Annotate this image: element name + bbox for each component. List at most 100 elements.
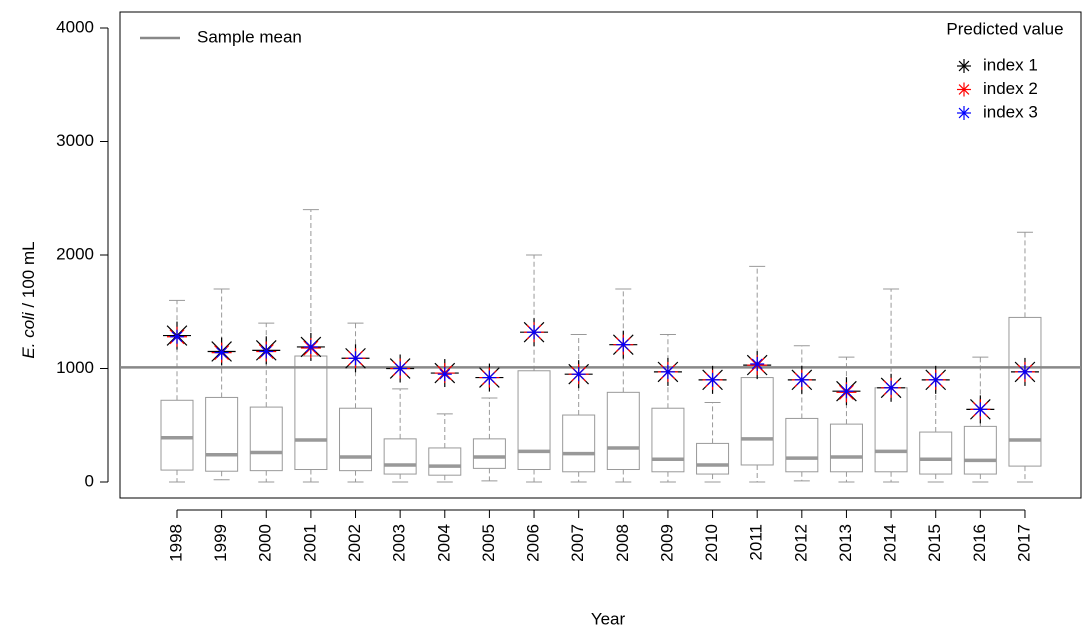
star-stroke: [958, 107, 970, 119]
predicted-point: [170, 329, 184, 344]
box: [606, 391, 640, 471]
star-stroke: [930, 374, 942, 386]
y-label-italic: E. coli: [19, 311, 38, 359]
x-tick-label: 2004: [434, 524, 453, 562]
box: [294, 355, 328, 471]
x-tick-label: 2015: [925, 524, 944, 562]
box: [472, 438, 506, 469]
y-tick-label: 3000: [56, 131, 94, 150]
predicted-point: [393, 361, 408, 376]
star-stroke: [260, 346, 272, 357]
x-tick-label: 2012: [791, 524, 810, 562]
predicted-point: [482, 370, 497, 385]
box: [339, 407, 373, 472]
legend-label: index 1: [983, 55, 1038, 74]
star-stroke: [1019, 366, 1031, 378]
star-stroke: [394, 363, 406, 374]
predicted-point: [839, 384, 854, 399]
predicted-point: [214, 345, 229, 360]
y-tick-label: 1000: [56, 358, 94, 377]
star-stroke: [958, 84, 970, 95]
predicted-point: [973, 402, 988, 417]
predicted-point: [705, 372, 720, 387]
star-stroke: [662, 366, 674, 378]
x-tick-label: 1998: [166, 524, 185, 562]
star-stroke: [885, 382, 897, 394]
x-tick-label: 2001: [300, 524, 319, 562]
x-tick-label: 2010: [702, 524, 721, 562]
box: [562, 414, 596, 473]
box: [428, 447, 462, 476]
box: [1008, 316, 1042, 467]
star-stroke: [796, 374, 808, 386]
star-stroke: [171, 331, 183, 343]
x-tick-label: 2006: [524, 524, 543, 562]
x-tick-label: 2014: [881, 524, 900, 562]
box: [919, 431, 953, 475]
predicted-point: [259, 344, 274, 359]
star-stroke: [707, 374, 718, 386]
x-tick-label: 2000: [256, 524, 275, 562]
box: [205, 396, 239, 472]
box: [829, 423, 863, 473]
legend-title: Predicted value: [946, 19, 1063, 38]
x-tick-label: 2002: [345, 524, 364, 562]
box: [963, 425, 997, 475]
y-axis-label: E. coli / 100 mL: [19, 241, 38, 358]
box: [651, 407, 685, 473]
legend-symbol: [957, 106, 971, 120]
predicted-point: [928, 372, 943, 387]
x-axis-label: Year: [591, 609, 626, 628]
star-stroke: [958, 60, 970, 72]
x-tick-label: 2007: [568, 524, 587, 562]
box: [383, 438, 417, 475]
star-stroke: [617, 339, 629, 351]
star-stroke: [439, 368, 451, 380]
y-label-rest: / 100 mL: [19, 241, 38, 307]
star-stroke: [305, 341, 317, 353]
star-stroke: [573, 368, 585, 380]
plot-frame: [119, 11, 1082, 499]
x-tick-label: 2008: [613, 524, 632, 562]
predicted-point: [750, 356, 765, 371]
x-tick-label: 2005: [479, 524, 498, 562]
x-tick-label: 2013: [836, 524, 855, 562]
box: [517, 370, 551, 471]
legend-label: Sample mean: [197, 27, 302, 46]
legend-symbol: [957, 59, 971, 73]
legend-label: index 2: [983, 79, 1038, 98]
predicted-point: [1017, 364, 1032, 379]
star-stroke: [751, 358, 763, 370]
box: [785, 417, 819, 473]
x-tick-label: 2016: [970, 524, 989, 562]
box: [249, 406, 283, 472]
y-tick-label: 4000: [56, 17, 94, 36]
predicted-point: [571, 367, 586, 382]
predicted-point: [303, 339, 318, 354]
box: [740, 377, 774, 466]
y-tick-label: 0: [85, 471, 94, 490]
star-stroke: [841, 385, 852, 397]
predicted-point: [660, 364, 675, 379]
x-tick-label: 2017: [1014, 524, 1033, 562]
box: [160, 399, 194, 471]
box: [696, 442, 730, 475]
predicted-point: [348, 351, 363, 366]
y-tick-label: 2000: [56, 244, 94, 263]
x-tick-label: 1999: [211, 524, 230, 562]
predicted-point: [884, 380, 899, 395]
star-stroke: [350, 352, 361, 364]
star-stroke: [484, 372, 495, 383]
predicted-point: [794, 372, 809, 387]
legend-label: index 3: [983, 102, 1038, 121]
star-stroke: [528, 326, 540, 338]
star-stroke: [974, 403, 986, 415]
star-stroke: [216, 347, 228, 358]
predicted-point: [616, 337, 631, 352]
x-tick-label: 2003: [390, 524, 409, 562]
predicted-point: [437, 367, 452, 382]
legend-symbol: [957, 82, 971, 97]
predicted-point: [527, 325, 542, 340]
x-tick-label: 2011: [747, 524, 766, 561]
